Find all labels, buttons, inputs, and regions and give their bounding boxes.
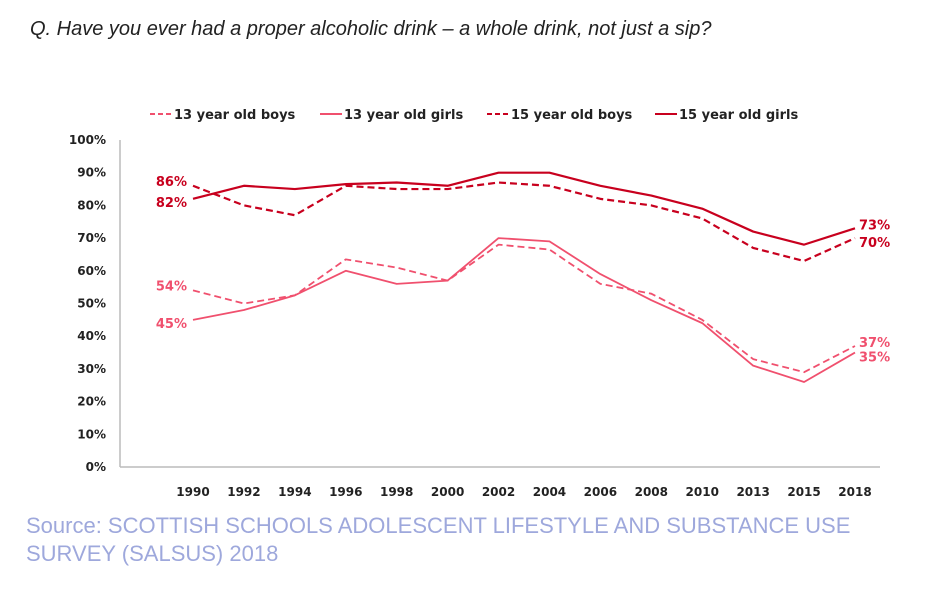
- series-line: [192, 243, 856, 374]
- x-tick-label: 2010: [686, 485, 719, 499]
- x-tick-label: 2015: [787, 485, 820, 499]
- x-tick-label: 2004: [533, 485, 566, 499]
- y-tick-label: 20%: [77, 395, 106, 409]
- data-label-end: 35%: [859, 351, 890, 366]
- x-tick-label: 2008: [635, 485, 668, 499]
- y-tick-label: 10%: [77, 427, 106, 441]
- data-label-end: 73%: [859, 218, 890, 233]
- data-label-start: 82%: [156, 196, 187, 211]
- y-tick-label: 80%: [77, 198, 106, 212]
- y-tick-label: 100%: [69, 133, 106, 147]
- legend-label: 13 year old boys: [174, 108, 296, 123]
- x-tick-label: 2000: [431, 485, 464, 499]
- x-tick-label: 1998: [380, 485, 413, 499]
- x-tick-label: 1994: [278, 485, 311, 499]
- x-tick-label: 1990: [176, 485, 209, 499]
- x-tick-label: 2013: [736, 485, 769, 499]
- data-label-start: 54%: [156, 279, 187, 294]
- y-tick-label: 0%: [86, 460, 106, 474]
- line-chart: 0% 10% 20% 30% 40% 50% 60% 70% 80% 90% 100% 1990 199…: [69, 108, 890, 499]
- data-label-end: 37%: [859, 336, 890, 351]
- x-tick-label: 2018: [838, 485, 871, 499]
- data-label-end: 70%: [859, 236, 890, 251]
- y-tick-label: 90%: [77, 166, 106, 180]
- legend-label: 15 year old girls: [679, 108, 798, 123]
- x-tick-label: 1996: [329, 485, 362, 499]
- source-note: Source: SCOTTISH SCHOOLS ADOLESCENT LIFE…: [26, 513, 851, 566]
- series-line: [192, 181, 856, 263]
- x-tick-label: 1992: [227, 485, 260, 499]
- x-tick-label: 2006: [584, 485, 617, 499]
- y-tick-label: 70%: [77, 231, 106, 245]
- legend-label: 13 year old girls: [344, 108, 463, 123]
- x-tick-label: 2002: [482, 485, 515, 499]
- data-label-start: 86%: [156, 175, 187, 190]
- legend-label: 15 year old boys: [511, 108, 633, 123]
- y-tick-label: 40%: [77, 329, 106, 343]
- series-line: [192, 237, 856, 383]
- y-tick-label: 60%: [77, 264, 106, 278]
- series-line: [192, 171, 856, 246]
- data-label-start: 45%: [156, 317, 187, 332]
- y-tick-label: 30%: [77, 362, 106, 376]
- y-tick-label: 50%: [77, 297, 106, 311]
- question-title: Q. Have you ever had a proper alcoholic …: [30, 18, 712, 40]
